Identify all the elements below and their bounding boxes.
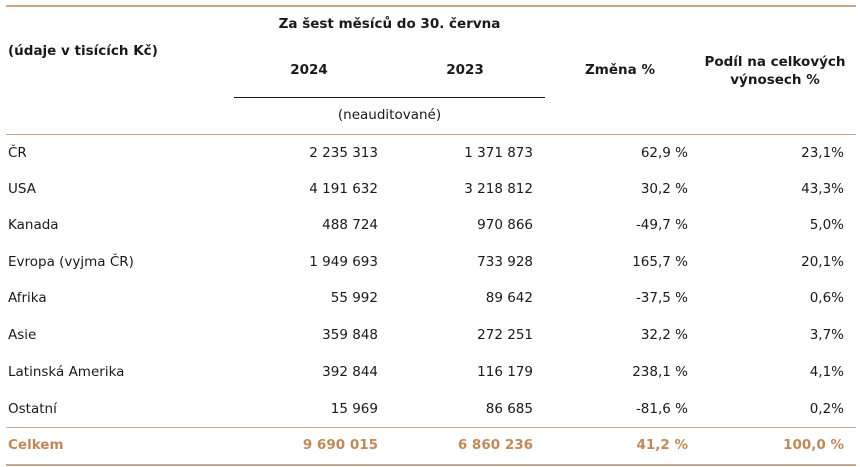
value-2024-cell: 55 992 — [330, 290, 378, 306]
change-cell: 238,1 % — [632, 364, 688, 380]
value-2024-cell: 2 235 313 — [309, 145, 378, 161]
value-2024-cell: 392 844 — [322, 364, 378, 380]
table-row: Kanada 488 724 970 866 -49,7 % 5,0% — [0, 213, 860, 237]
value-2023-cell: 1 371 873 — [464, 145, 533, 161]
table-row: Evropa (vyjma ČR) 1 949 693 733 928 165,… — [0, 250, 860, 274]
total-row: Celkem 9 690 015 6 860 236 41,2 % 100,0 … — [0, 433, 860, 457]
share-cell: 0,2% — [809, 401, 844, 417]
table-row: Latinská Amerika 392 844 116 179 238,1 %… — [0, 360, 860, 384]
region-cell: Latinská Amerika — [8, 364, 125, 380]
change-cell: 62,9 % — [640, 145, 688, 161]
value-2024-cell: 1 949 693 — [309, 254, 378, 270]
table-row: Afrika 55 992 89 642 -37,5 % 0,6% — [0, 286, 860, 310]
share-cell: 43,3% — [801, 181, 844, 197]
change-cell: 32,2 % — [640, 327, 688, 343]
region-cell: USA — [8, 181, 36, 197]
value-2024-cell: 488 724 — [322, 217, 378, 233]
value-2023-cell: 3 218 812 — [464, 181, 533, 197]
change-cell: -49,7 % — [635, 217, 688, 233]
region-cell: ČR — [8, 145, 27, 161]
unaudited-note: (neauditované) — [337, 107, 442, 123]
total-2024-cell: 9 690 015 — [302, 437, 378, 453]
region-cell: Asie — [8, 327, 37, 343]
table-row: ČR 2 235 313 1 371 873 62,9 % 23,1% — [0, 141, 860, 165]
total-change-cell: 41,2 % — [636, 437, 688, 453]
total-rule — [6, 427, 856, 428]
share-cell: 4,1% — [809, 364, 844, 380]
value-2024-cell: 15 969 — [330, 401, 378, 417]
total-share-cell: 100,0 % — [783, 437, 844, 453]
table-row: Ostatní 15 969 86 685 -81,6 % 0,2% — [0, 397, 860, 421]
value-2024-cell: 359 848 — [322, 327, 378, 343]
value-2023-cell: 116 179 — [477, 364, 533, 380]
value-2023-cell: 89 642 — [485, 290, 533, 306]
change-cell: 30,2 % — [640, 181, 688, 197]
value-2024-cell: 4 191 632 — [309, 181, 378, 197]
share-cell: 0,6% — [809, 290, 844, 306]
change-header: Změna % — [585, 62, 655, 78]
top-rule — [6, 5, 856, 7]
share-header-line2: výnosech % — [730, 72, 820, 88]
period-underline — [234, 97, 545, 98]
share-header: Podíl na celkových výnosech % — [695, 53, 855, 89]
share-cell: 5,0% — [809, 217, 844, 233]
change-cell: -81,6 % — [635, 401, 688, 417]
change-cell: 165,7 % — [632, 254, 688, 270]
share-cell: 23,1% — [801, 145, 844, 161]
region-cell: Afrika — [8, 290, 47, 306]
region-cell: Kanada — [8, 217, 59, 233]
value-2023-cell: 86 685 — [485, 401, 533, 417]
total-label: Celkem — [8, 437, 64, 453]
year-2024-header: 2024 — [290, 62, 328, 78]
year-2023-header: 2023 — [446, 62, 484, 78]
period-header: Za šest měsíců do 30. června — [278, 16, 501, 32]
share-header-line1: Podíl na celkových — [704, 54, 846, 70]
header-rule — [6, 134, 856, 135]
table-row: USA 4 191 632 3 218 812 30,2 % 43,3% — [0, 177, 860, 201]
value-2023-cell: 970 866 — [477, 217, 533, 233]
change-cell: -37,5 % — [635, 290, 688, 306]
share-cell: 3,7% — [809, 327, 844, 343]
share-cell: 20,1% — [801, 254, 844, 270]
table-row: Asie 359 848 272 251 32,2 % 3,7% — [0, 323, 860, 347]
units-label: (údaje v tisících Kč) — [8, 43, 158, 59]
bottom-rule — [6, 464, 856, 466]
value-2023-cell: 272 251 — [477, 327, 533, 343]
region-cell: Ostatní — [8, 401, 57, 417]
region-cell: Evropa (vyjma ČR) — [8, 254, 134, 270]
total-2023-cell: 6 860 236 — [457, 437, 533, 453]
value-2023-cell: 733 928 — [477, 254, 533, 270]
